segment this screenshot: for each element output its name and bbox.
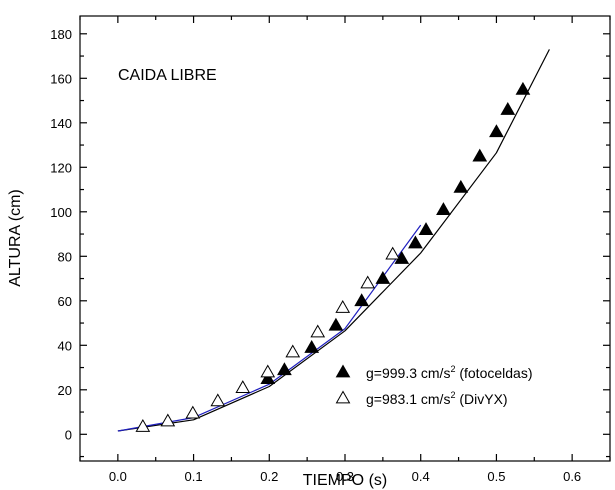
x-tick-label: 0.1	[185, 469, 203, 484]
x-tick-label: 0.4	[412, 469, 430, 484]
open-triangle-point	[160, 413, 176, 427]
y-tick-label: 180	[50, 27, 72, 42]
y-tick-label: 120	[50, 160, 72, 175]
filled-triangle-point	[304, 340, 320, 353]
filled-triangle-point	[472, 148, 488, 162]
data-markers	[135, 81, 531, 432]
filled-triangle-point	[375, 271, 391, 284]
open-triangle-point	[385, 246, 401, 260]
fit-curve-1	[117, 49, 550, 432]
y-axis-title: ALTURA (cm)	[7, 189, 24, 286]
legend: g=999.3 cm/s2 (fotoceldas) g=983.1 cm/s2 …	[335, 364, 533, 407]
y-tick-label: 20	[58, 383, 72, 398]
filled-triangle-point	[500, 101, 516, 115]
filled-triangle-point	[418, 222, 434, 235]
filled-triangle-point	[489, 124, 504, 138]
filled-triangle-point	[408, 235, 423, 249]
x-tick-label: 0.5	[487, 469, 505, 484]
open-triangle-point	[285, 344, 301, 358]
annotation-caida-libre: CAIDA LIBRE	[118, 67, 217, 84]
filled-triangle-point	[328, 317, 344, 331]
x-axis-title: TIEMPO (s)	[303, 472, 387, 489]
axis-ticks: 0.0 0.1 0.2 0.3 0.4 0.5 0.6 0 20 40 60 80 100 120 140 1…	[50, 16, 611, 484]
open-triangle-point	[185, 405, 201, 419]
open-triangle-point	[210, 393, 226, 407]
legend-marker-2	[335, 390, 351, 404]
legend-label-2: g=983.1 cm/s2 (DivYX)	[366, 390, 508, 407]
x-tick-label: 0.2	[260, 469, 278, 484]
y-tick-label: 100	[50, 205, 72, 220]
open-triangle-point	[260, 364, 276, 378]
filled-triangle-point	[277, 362, 292, 376]
open-triangle-point	[335, 299, 351, 313]
x-tick-label: 0.6	[563, 469, 581, 484]
y-tick-label: 140	[50, 116, 72, 131]
filled-triangle-point	[515, 81, 531, 95]
legend-label-1: g=999.3 cm/s2 (fotoceldas)	[366, 364, 533, 381]
filled-triangle-point	[436, 202, 451, 215]
open-triangle-point	[235, 380, 251, 393]
y-tick-label: 60	[58, 294, 72, 309]
x-tick-label: 0.0	[109, 469, 127, 484]
legend-marker-1	[335, 364, 351, 378]
x-tick-label: 0.3	[336, 469, 354, 484]
y-tick-label: 40	[58, 338, 72, 353]
open-triangle-point	[135, 419, 151, 432]
y-tick-label: 0	[65, 427, 72, 442]
open-triangle-point	[360, 275, 376, 289]
open-triangle-point	[310, 324, 326, 338]
filled-triangle-point	[260, 371, 276, 385]
y-tick-label: 160	[50, 71, 72, 86]
filled-triangle-point	[453, 179, 469, 193]
filled-triangle-point	[354, 293, 370, 307]
y-tick-label: 80	[58, 249, 72, 264]
